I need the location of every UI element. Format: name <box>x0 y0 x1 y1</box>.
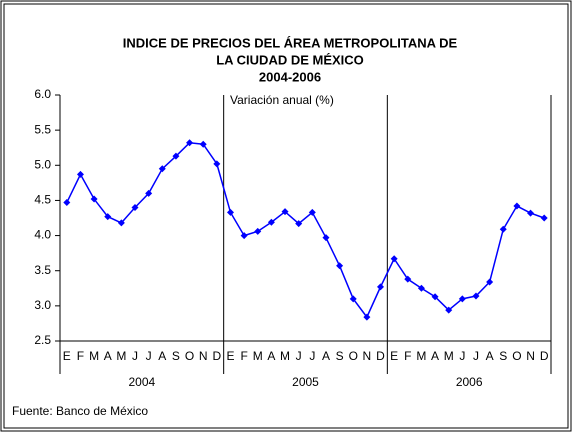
marker <box>104 213 112 221</box>
marker <box>431 293 439 301</box>
x-tick-label: J <box>309 349 315 363</box>
x-tick-label: A <box>322 349 330 363</box>
marker <box>458 295 466 303</box>
y-tick-label: 5.0 <box>34 157 51 171</box>
marker <box>295 220 303 228</box>
x-tick-label: S <box>499 349 507 363</box>
annotation: Variación anual (%) <box>230 93 334 107</box>
x-tick-label: A <box>104 349 112 363</box>
chart-subtitle: 2004-2006 <box>259 69 321 84</box>
x-tick-label: N <box>526 349 535 363</box>
x-tick-label: J <box>459 349 465 363</box>
chart-title: INDICE DE PRECIOS DEL ÁREA METROPOLITANA… <box>123 35 458 50</box>
chart-title: LA CIUDAD DE MÉXICO <box>216 52 364 67</box>
x-tick-label: J <box>146 349 152 363</box>
marker <box>186 139 194 147</box>
marker <box>322 234 330 242</box>
x-tick-label: D <box>376 349 385 363</box>
marker <box>308 208 316 216</box>
marker <box>377 283 385 291</box>
x-tick-label: A <box>431 349 439 363</box>
y-tick-label: 4.0 <box>34 228 51 242</box>
inner-frame <box>3 3 569 429</box>
y-tick-label: 6.0 <box>34 87 51 101</box>
marker <box>390 255 398 263</box>
marker <box>145 189 153 197</box>
x-tick-label: O <box>185 349 194 363</box>
x-tick-label: J <box>473 349 479 363</box>
marker <box>486 278 494 286</box>
y-tick-label: 3.0 <box>34 298 51 312</box>
marker <box>158 165 166 173</box>
x-tick-label: E <box>226 349 234 363</box>
group-label: 2004 <box>128 375 155 389</box>
y-tick-label: 3.5 <box>34 263 51 277</box>
x-tick-label: A <box>267 349 275 363</box>
y-tick-label: 4.5 <box>34 193 51 207</box>
marker <box>499 225 507 233</box>
marker <box>363 313 371 321</box>
x-tick-label: J <box>296 349 302 363</box>
marker <box>254 227 262 235</box>
marker <box>213 160 221 168</box>
x-tick-label: M <box>416 349 426 363</box>
marker <box>445 306 453 314</box>
marker <box>349 295 357 303</box>
x-tick-label: S <box>336 349 344 363</box>
x-tick-label: E <box>390 349 398 363</box>
x-tick-label: M <box>280 349 290 363</box>
marker <box>117 219 125 227</box>
x-tick-label: M <box>89 349 99 363</box>
marker <box>417 284 425 292</box>
group-label: 2006 <box>456 375 483 389</box>
x-tick-label: A <box>158 349 166 363</box>
marker <box>131 203 139 211</box>
x-tick-label: F <box>77 349 84 363</box>
x-tick-label: E <box>63 349 71 363</box>
marker <box>513 202 521 210</box>
x-tick-label: D <box>540 349 549 363</box>
source: Fuente: Banco de México <box>12 404 148 418</box>
x-tick-label: A <box>486 349 494 363</box>
x-tick-label: S <box>172 349 180 363</box>
x-tick-label: M <box>116 349 126 363</box>
marker <box>240 232 248 240</box>
marker <box>172 152 180 160</box>
marker <box>336 262 344 270</box>
x-tick-label: F <box>240 349 247 363</box>
x-tick-label: M <box>253 349 263 363</box>
marker <box>76 170 84 178</box>
x-tick-label: D <box>213 349 222 363</box>
x-tick-label: N <box>199 349 208 363</box>
marker <box>281 208 289 216</box>
marker <box>226 208 234 216</box>
marker <box>63 199 71 207</box>
y-tick-label: 5.5 <box>34 122 51 136</box>
marker <box>267 218 275 226</box>
marker <box>90 195 98 203</box>
group-label: 2005 <box>292 375 319 389</box>
marker <box>199 140 207 148</box>
x-tick-label: N <box>363 349 372 363</box>
marker <box>540 214 548 222</box>
x-tick-label: M <box>444 349 454 363</box>
x-tick-label: O <box>512 349 521 363</box>
marker <box>404 275 412 283</box>
marker <box>527 209 535 217</box>
x-tick-label: F <box>404 349 411 363</box>
marker <box>472 292 480 300</box>
x-tick-label: O <box>349 349 358 363</box>
y-tick-label: 2.5 <box>34 333 51 347</box>
x-tick-label: J <box>132 349 138 363</box>
